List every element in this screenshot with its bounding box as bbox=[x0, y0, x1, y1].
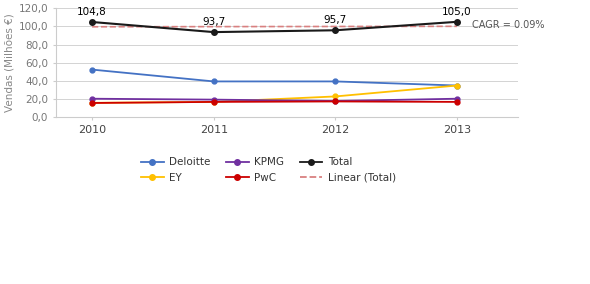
Deloitte bbox=[332, 80, 339, 83]
Total bbox=[453, 20, 460, 24]
Text: 104,8: 104,8 bbox=[77, 7, 107, 17]
Linear (Total) bbox=[210, 25, 217, 28]
Linear (Total) bbox=[453, 25, 460, 28]
KPMG bbox=[210, 98, 217, 101]
Deloitte bbox=[88, 68, 96, 71]
EY bbox=[210, 100, 217, 104]
Total bbox=[210, 30, 217, 34]
Line: EY: EY bbox=[90, 83, 460, 105]
Line: Linear (Total): Linear (Total) bbox=[92, 26, 457, 27]
Line: KPMG: KPMG bbox=[90, 96, 460, 103]
PwC bbox=[210, 100, 217, 104]
Deloitte bbox=[453, 84, 460, 87]
Line: PwC: PwC bbox=[90, 99, 460, 105]
EY bbox=[453, 84, 460, 87]
Text: 105,0: 105,0 bbox=[442, 7, 472, 17]
KPMG bbox=[88, 97, 96, 101]
PwC bbox=[453, 100, 460, 104]
KPMG bbox=[332, 99, 339, 103]
Y-axis label: Vendas (Milhões €): Vendas (Milhões €) bbox=[4, 13, 14, 112]
PwC bbox=[88, 101, 96, 105]
Text: 93,7: 93,7 bbox=[202, 17, 225, 27]
KPMG bbox=[453, 97, 460, 101]
Linear (Total) bbox=[332, 25, 339, 28]
Line: Deloitte: Deloitte bbox=[90, 67, 460, 88]
Linear (Total) bbox=[88, 25, 96, 28]
PwC bbox=[332, 100, 339, 103]
Total bbox=[88, 20, 96, 24]
Text: 95,7: 95,7 bbox=[324, 15, 347, 25]
Total bbox=[332, 29, 339, 32]
Line: Total: Total bbox=[89, 19, 460, 35]
Text: CAGR = 0.09%: CAGR = 0.09% bbox=[471, 20, 544, 30]
Legend: Deloitte, EY, KPMG, PwC, Total, Linear (Total): Deloitte, EY, KPMG, PwC, Total, Linear (… bbox=[136, 153, 400, 187]
EY bbox=[88, 101, 96, 105]
Deloitte bbox=[210, 80, 217, 83]
EY bbox=[332, 95, 339, 98]
